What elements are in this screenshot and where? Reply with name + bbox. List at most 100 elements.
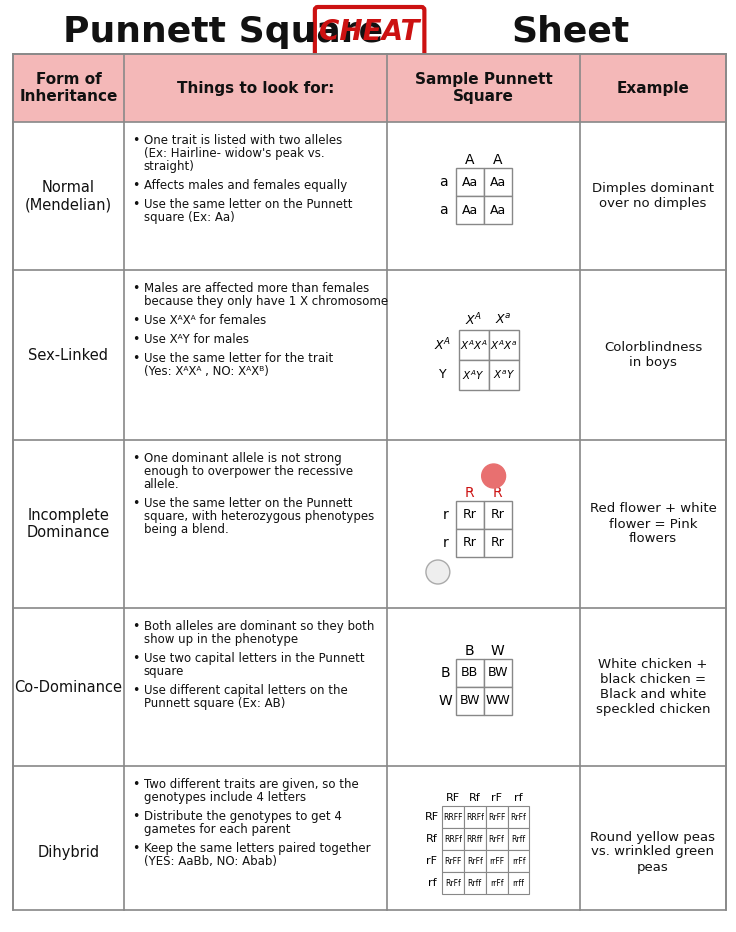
Text: Colorblindness
in boys: Colorblindness in boys — [604, 341, 702, 369]
Text: •: • — [132, 810, 139, 823]
Bar — [442, 828, 464, 850]
Text: $X^aY$: $X^aY$ — [492, 369, 514, 381]
Text: square: square — [144, 665, 184, 678]
Text: Red flower + white
flower = Pink
flowers: Red flower + white flower = Pink flowers — [590, 502, 716, 545]
Text: •: • — [132, 652, 139, 665]
Text: Use the same letter on the Punnett: Use the same letter on the Punnett — [144, 198, 352, 211]
Text: RRFf: RRFf — [444, 834, 461, 843]
Text: RrFf: RrFf — [511, 813, 526, 821]
Text: Rr: Rr — [491, 509, 505, 522]
Text: •: • — [132, 452, 139, 465]
Text: RrFf: RrFf — [489, 834, 504, 843]
Bar — [486, 828, 508, 850]
Bar — [13, 608, 726, 766]
Text: rF: rF — [426, 856, 437, 866]
Bar — [456, 168, 484, 196]
Text: Use different capital letters on the: Use different capital letters on the — [144, 684, 347, 697]
Text: •: • — [132, 842, 139, 855]
Bar — [486, 850, 508, 872]
Bar — [13, 54, 726, 122]
Text: RrFf: RrFf — [467, 857, 483, 866]
Text: RrFF: RrFF — [444, 857, 461, 866]
Text: gametes for each parent: gametes for each parent — [144, 823, 290, 836]
Text: rrff: rrff — [512, 879, 525, 887]
Bar — [456, 659, 484, 687]
Text: One trait is listed with two alleles: One trait is listed with two alleles — [144, 134, 342, 147]
Bar — [508, 806, 529, 828]
Text: Dimples dominant
over no dimples: Dimples dominant over no dimples — [592, 182, 714, 210]
Text: allele.: allele. — [144, 478, 180, 491]
Bar — [486, 872, 508, 894]
Text: $X^AX^A$: $X^AX^A$ — [460, 338, 488, 352]
Text: enough to overpower the recessive: enough to overpower the recessive — [144, 465, 353, 478]
Text: •: • — [132, 333, 139, 346]
Text: •: • — [132, 778, 139, 791]
Bar — [442, 806, 464, 828]
Bar — [456, 687, 484, 715]
Text: square, with heterozygous phenotypes: square, with heterozygous phenotypes — [144, 510, 374, 523]
Text: Affects males and females equally: Affects males and females equally — [144, 179, 347, 192]
Bar — [442, 850, 464, 872]
Text: rF: rF — [491, 793, 502, 803]
Text: square (Ex: Aa): square (Ex: Aa) — [144, 211, 234, 224]
Text: •: • — [132, 497, 139, 510]
Text: Both alleles are dominant so they both: Both alleles are dominant so they both — [144, 620, 374, 633]
Text: •: • — [132, 198, 139, 211]
Text: Use XᴬY for males: Use XᴬY for males — [144, 333, 249, 346]
Bar — [456, 529, 484, 557]
Bar — [489, 360, 519, 390]
Text: W: W — [439, 694, 453, 708]
Text: Y: Y — [439, 368, 447, 381]
Circle shape — [426, 560, 450, 584]
Text: •: • — [132, 282, 139, 295]
Text: (YES: AaBb, NO: Abab): (YES: AaBb, NO: Abab) — [144, 855, 277, 868]
Bar — [13, 122, 726, 270]
Bar — [464, 850, 486, 872]
Text: Round yellow peas
vs. wrinkled green
peas: Round yellow peas vs. wrinkled green pea… — [590, 830, 715, 873]
Text: White chicken +
black chicken =
Black and white
speckled chicken: White chicken + black chicken = Black an… — [595, 658, 710, 716]
Bar — [442, 872, 464, 894]
Text: Use the same letter for the trait: Use the same letter for the trait — [144, 352, 333, 365]
Text: Two different traits are given, so the: Two different traits are given, so the — [144, 778, 358, 791]
Text: show up in the phenotype: show up in the phenotype — [144, 633, 298, 646]
Text: CHEAT: CHEAT — [319, 18, 420, 46]
Text: Males are affected more than females: Males are affected more than females — [144, 282, 369, 295]
Text: Punnett Square: Punnett Square — [63, 15, 383, 49]
Text: B: B — [465, 644, 475, 658]
Text: $X^A$: $X^A$ — [434, 336, 451, 353]
Bar — [484, 196, 512, 224]
Text: rf: rf — [514, 793, 523, 803]
Text: Sheet: Sheet — [511, 15, 629, 49]
Text: rrFf: rrFf — [490, 879, 503, 887]
Text: (Yes: XᴬXᴬ , NO: XᴬXᴮ): (Yes: XᴬXᴬ , NO: XᴬXᴮ) — [144, 365, 269, 378]
Text: BW: BW — [487, 666, 508, 679]
Bar — [13, 766, 726, 932]
Text: Rr: Rr — [463, 537, 477, 550]
Text: genotypes include 4 letters: genotypes include 4 letters — [144, 791, 305, 804]
Text: A: A — [493, 153, 503, 167]
Text: Rf: Rf — [426, 834, 438, 844]
Text: R: R — [493, 486, 503, 500]
Bar — [13, 270, 726, 440]
Bar — [13, 440, 726, 608]
Text: Sample Punnett
Square: Sample Punnett Square — [415, 72, 553, 104]
Text: Use the same letter on the Punnett: Use the same letter on the Punnett — [144, 497, 352, 510]
Bar — [456, 501, 484, 529]
Bar — [508, 872, 529, 894]
Text: Rf: Rf — [469, 793, 481, 803]
Text: Keep the same letters paired together: Keep the same letters paired together — [144, 842, 370, 855]
Text: a: a — [439, 175, 448, 189]
Text: r: r — [443, 536, 449, 550]
Text: Rr: Rr — [463, 509, 477, 522]
Text: •: • — [132, 314, 139, 327]
Bar — [484, 659, 512, 687]
Bar — [484, 529, 512, 557]
Text: •: • — [132, 684, 139, 697]
Text: WW: WW — [485, 694, 510, 707]
Bar — [489, 330, 519, 360]
Text: Rr: Rr — [491, 537, 505, 550]
Text: One dominant allele is not strong: One dominant allele is not strong — [144, 452, 342, 465]
Text: Aa: Aa — [461, 175, 478, 188]
Text: BB: BB — [461, 666, 478, 679]
Text: $X^A$: $X^A$ — [465, 311, 482, 328]
